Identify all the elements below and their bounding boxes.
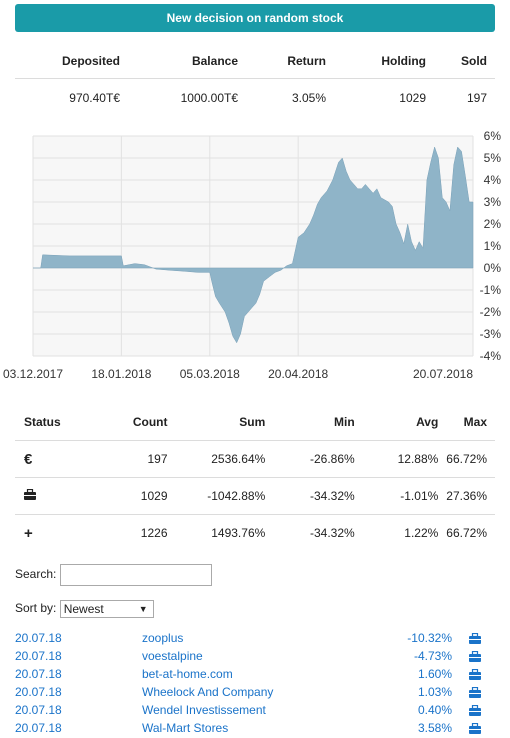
briefcase-icon[interactable] bbox=[469, 650, 481, 665]
stats-header: Count bbox=[99, 404, 176, 441]
x-tick-label: 20.04.2018 bbox=[268, 367, 328, 381]
item-name-link[interactable]: Wal-Mart Stores bbox=[142, 721, 229, 735]
max-cell: 27.36% bbox=[446, 477, 495, 515]
item-pct-link[interactable]: -4.73% bbox=[413, 649, 452, 663]
y-tick-label: 4% bbox=[484, 173, 502, 187]
y-tick-label: 1% bbox=[484, 239, 502, 253]
list-item: 20.07.18 Wheelock And Company 1.03% bbox=[15, 684, 495, 702]
item-pct-link[interactable]: 1.03% bbox=[417, 685, 452, 699]
sum-cell: -1042.88% bbox=[175, 477, 274, 515]
stats-header: Min bbox=[273, 404, 363, 441]
x-tick-labels: 03.12.2017 18.01.2018 05.03.2018 20.04.2018… bbox=[3, 367, 473, 381]
list-item: 20.07.18 Wendel Investissement 0.40% bbox=[15, 702, 495, 720]
sort-label: Sort by: bbox=[15, 601, 57, 616]
briefcase-icon[interactable] bbox=[469, 686, 481, 701]
search-input[interactable] bbox=[59, 564, 212, 586]
stats-header: Sum bbox=[175, 404, 274, 441]
item-name-link[interactable]: voestalpine bbox=[142, 649, 203, 663]
summary-header: Sold bbox=[434, 44, 495, 79]
sum-cell: 1493.76% bbox=[211, 526, 266, 540]
stats-header: Max bbox=[446, 404, 495, 441]
briefcase-icon bbox=[24, 488, 36, 503]
summary-header: Holding bbox=[334, 44, 434, 79]
x-tick-label: 03.12.2017 bbox=[3, 367, 63, 381]
x-tick-label: 05.03.2018 bbox=[180, 367, 240, 381]
stats-row-holding: 1029 -1042.88% -34.32% -1.01% 27.36% bbox=[15, 477, 495, 515]
decision-list: 20.07.18 zooplus -10.32% 20.07.18 voesta… bbox=[15, 630, 495, 738]
item-date-link[interactable]: 20.07.18 bbox=[15, 721, 62, 735]
euro-icon: € bbox=[24, 450, 33, 468]
deposited-value: 970.40T€ bbox=[69, 91, 120, 105]
avg-cell: 12.88% bbox=[362, 440, 447, 478]
item-date-link[interactable]: 20.07.18 bbox=[15, 703, 62, 717]
y-tick-label: -2% bbox=[480, 305, 502, 319]
x-tick-label: 20.07.2018 bbox=[413, 367, 473, 381]
holding-value: 1029 bbox=[399, 91, 426, 105]
summary-header: Deposited bbox=[15, 44, 128, 79]
item-name-link[interactable]: Wendel Investissement bbox=[142, 703, 266, 717]
summary-header: Balance bbox=[128, 44, 246, 79]
min-cell: -26.86% bbox=[273, 440, 363, 478]
search-row: Search: bbox=[15, 564, 212, 586]
briefcase-icon[interactable] bbox=[469, 704, 481, 719]
sort-selected-value: Newest bbox=[63, 602, 104, 616]
y-tick-label: 6% bbox=[484, 129, 502, 143]
item-name-link[interactable]: bet-at-home.com bbox=[142, 667, 233, 681]
y-tick-label: 5% bbox=[484, 151, 502, 165]
list-item: 20.07.18 bet-at-home.com 1.60% bbox=[15, 666, 495, 684]
y-tick-label: -4% bbox=[480, 349, 502, 363]
min-cell: -34.32% bbox=[310, 526, 355, 540]
sold-value: 197 bbox=[466, 91, 487, 105]
return-chart: 6% 5% 4% 3% 2% 1% 0% -1% -2% -3% -4% 03.12.2017 18.… bbox=[3, 129, 502, 381]
item-name-link[interactable]: Wheelock And Company bbox=[142, 685, 274, 699]
list-item: 20.07.18 zooplus -10.32% bbox=[15, 630, 495, 648]
list-item: 20.07.18 Wal-Mart Stores 3.58% bbox=[15, 720, 495, 738]
item-date-link[interactable]: 20.07.18 bbox=[15, 631, 62, 645]
list-item: 20.07.18 voestalpine -4.73% bbox=[15, 648, 495, 666]
stats-table: Status Count Sum Min Avg Max € 197 2536.… bbox=[15, 404, 495, 551]
stats-header: Status bbox=[15, 404, 100, 441]
max-cell: 66.72% bbox=[446, 440, 495, 478]
sum-cell: 2536.64% bbox=[175, 440, 274, 478]
x-tick-label: 18.01.2018 bbox=[91, 367, 151, 381]
min-cell: -34.32% bbox=[273, 477, 363, 515]
plus-icon: + bbox=[24, 524, 33, 542]
item-pct-link[interactable]: -10.32% bbox=[407, 631, 452, 645]
item-date-link[interactable]: 20.07.18 bbox=[15, 649, 62, 663]
item-pct-link[interactable]: 3.58% bbox=[417, 721, 452, 735]
balance-value: 1000.00T€ bbox=[180, 91, 238, 105]
briefcase-icon[interactable] bbox=[469, 722, 481, 737]
item-date-link[interactable]: 20.07.18 bbox=[15, 667, 62, 681]
y-tick-labels: 6% 5% 4% 3% 2% 1% 0% -1% -2% -3% -4% bbox=[480, 129, 502, 363]
count-cell: 1226 bbox=[140, 526, 168, 540]
sort-row: Sort by: Newest ▼ bbox=[15, 600, 154, 618]
y-tick-label: 2% bbox=[484, 217, 502, 231]
count-cell: 1029 bbox=[99, 477, 176, 515]
summary-table: Deposited Balance Return Holding Sold 97… bbox=[15, 44, 495, 117]
briefcase-icon[interactable] bbox=[469, 668, 481, 683]
y-tick-label: 3% bbox=[484, 195, 502, 209]
stats-header: Avg bbox=[362, 404, 447, 441]
count-cell: 197 bbox=[99, 440, 176, 478]
sort-select[interactable]: Newest ▼ bbox=[59, 600, 154, 618]
y-tick-label: -1% bbox=[480, 283, 502, 297]
item-name-link[interactable]: zooplus bbox=[142, 631, 184, 645]
avg-cell: 1.22% bbox=[404, 526, 439, 540]
new-decision-button[interactable]: New decision on random stock bbox=[15, 4, 495, 32]
stats-row-sold: € 197 2536.64% -26.86% 12.88% 66.72% bbox=[15, 440, 495, 478]
y-tick-label: 0% bbox=[484, 261, 502, 275]
return-area bbox=[33, 146, 474, 344]
return-value: 3.05% bbox=[291, 91, 326, 105]
dropdown-arrow-icon: ▼ bbox=[138, 604, 148, 614]
y-tick-label: -3% bbox=[480, 327, 502, 341]
item-pct-link[interactable]: 1.60% bbox=[417, 667, 452, 681]
avg-cell: -1.01% bbox=[362, 477, 447, 515]
item-date-link[interactable]: 20.07.18 bbox=[15, 685, 62, 699]
stats-row-total: + 1226 1493.76% -34.32% 1.22% 66.72% bbox=[15, 515, 495, 552]
item-pct-link[interactable]: 0.40% bbox=[417, 703, 452, 717]
summary-header: Return bbox=[246, 44, 334, 79]
search-label: Search: bbox=[15, 567, 57, 582]
max-cell: 66.72% bbox=[446, 526, 487, 540]
briefcase-icon[interactable] bbox=[469, 632, 481, 647]
